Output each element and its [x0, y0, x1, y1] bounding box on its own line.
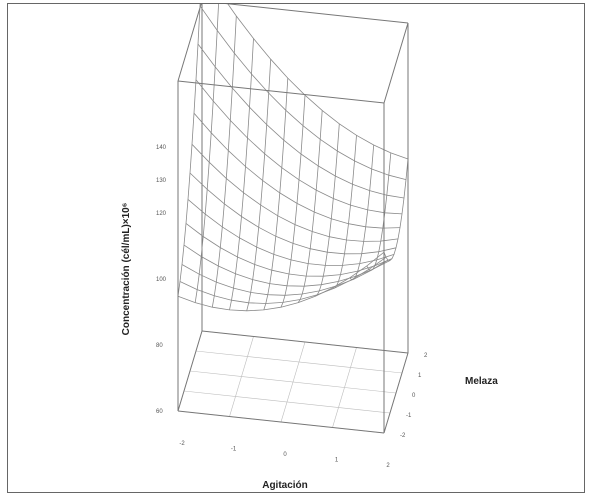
box-edge	[383, 352, 409, 434]
y-axis-label: Melaza	[465, 376, 498, 387]
mesh-line-x	[199, 5, 407, 180]
z-tick-label: 60	[156, 409, 163, 415]
box-edge	[177, 80, 385, 104]
y-tick-label: -1	[406, 413, 412, 419]
z-tick-label: 80	[156, 343, 163, 349]
floor-gridline	[189, 370, 397, 394]
z-axis-label: Concentración (cél/mL)×10⁶	[121, 203, 132, 336]
bounding-box-front	[177, 22, 409, 434]
mesh-line-x	[195, 79, 403, 215]
mesh-line-y	[349, 144, 375, 281]
box-edge	[177, 330, 203, 412]
x-tick-label: 0	[283, 452, 287, 458]
mesh-line-x	[197, 43, 405, 199]
box-edge	[383, 22, 409, 104]
z-tick-label: 140	[156, 145, 167, 151]
z-axis-ticks: 60 80 100 120 130 140	[156, 145, 167, 415]
x-tick-label: 2	[386, 463, 390, 469]
box-edge	[177, 4, 202, 82]
floor-grid	[177, 330, 409, 434]
box-edge	[177, 410, 385, 434]
z-tick-label: 130	[156, 178, 167, 184]
box-edge	[201, 330, 409, 354]
mesh-line-x	[185, 223, 393, 277]
box-edge	[225, 4, 409, 24]
mesh-line-y	[366, 152, 392, 271]
mesh-line-x	[181, 259, 389, 296]
bounding-box-back	[177, 4, 409, 412]
floor-gridline	[332, 347, 357, 428]
y-tick-label: 0	[412, 393, 416, 399]
x-axis-label: Agitación	[262, 480, 308, 491]
z-tick-label: 120	[156, 211, 167, 217]
mesh-line-y	[194, 4, 219, 303]
x-axis-ticks: -2 -1 0 1 2	[179, 441, 390, 469]
x-tick-label: -2	[179, 441, 185, 447]
mesh-line-x	[193, 112, 401, 229]
floor-gridline	[195, 350, 403, 374]
surface-mesh	[177, 4, 409, 312]
y-axis-ticks: -2 -1 0 1 2	[400, 353, 428, 439]
surface-plot: 60 80 100 120 130 140 -2 -1 0 1 2 -2 -1 0 1 2 Agitaci…	[121, 4, 498, 491]
y-tick-label: 1	[418, 373, 422, 379]
z-tick-label: 100	[156, 277, 167, 283]
mesh-line-y	[177, 4, 201, 297]
x-tick-label: 1	[335, 458, 339, 464]
mesh-line-x	[187, 199, 395, 266]
mesh-line-x	[227, 4, 409, 160]
y-tick-label: 2	[424, 353, 428, 359]
chart-frame: 60 80 100 120 130 140 -2 -1 0 1 2 -2 -1 0 1 2 Agitaci…	[7, 3, 585, 493]
x-tick-label: -1	[231, 447, 237, 453]
mesh-line-y	[383, 158, 409, 261]
y-tick-label: -2	[400, 433, 406, 439]
